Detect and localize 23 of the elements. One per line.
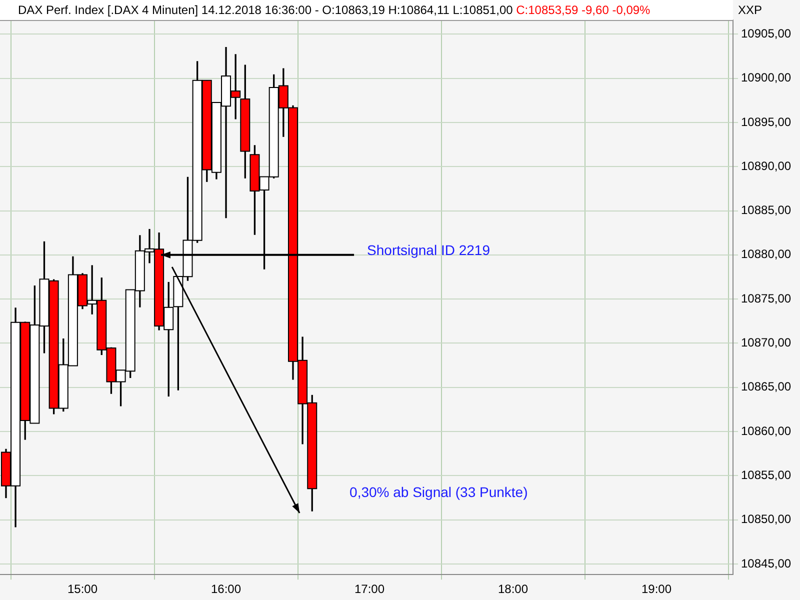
y-tick-label: 10860,00 [741, 424, 792, 438]
y-tick-label: 10905,00 [741, 26, 792, 40]
text: XXP [738, 2, 762, 19]
y-tick-label: 10875,00 [741, 291, 792, 306]
y-tick-label: 10885,00 [741, 203, 792, 218]
chart-subtitle: C:10853,59 -9,60 -0,09% [516, 3, 650, 17]
y-tick-label: 10845,00 [741, 556, 792, 570]
chart-title: DAX Perf. Index [.DAX 4 Minuten] 14.12.2018 16:36:00 - O:10863,19 H:10864,11 L:10851,00 [17, 3, 514, 17]
y-tick-label: 10855,00 [741, 468, 792, 482]
y-tick-label: 10895,00 [741, 114, 792, 129]
x-tick-label: 15:00 [67, 582, 98, 596]
y-tick-label: 10890,00 [741, 158, 792, 173]
annotation: 0,30% ab Signal (33 Punkte) [350, 484, 528, 500]
x-tick-label: 19:00 [642, 582, 672, 596]
y-tick-label: 10900,00 [741, 70, 792, 85]
y-tick-label: 10870,00 [741, 336, 792, 350]
x-tick-label: 16:00 [210, 582, 242, 596]
x-tick-label: 17:00 [354, 582, 385, 596]
y-tick-label: 10865,00 [741, 380, 792, 394]
x-tick-label: 18:00 [498, 582, 528, 596]
y-tick-label: 10850,00 [741, 512, 792, 526]
annotation: Shortsignal ID 2219 [367, 242, 490, 258]
y-tick-label: 10880,00 [741, 247, 792, 262]
